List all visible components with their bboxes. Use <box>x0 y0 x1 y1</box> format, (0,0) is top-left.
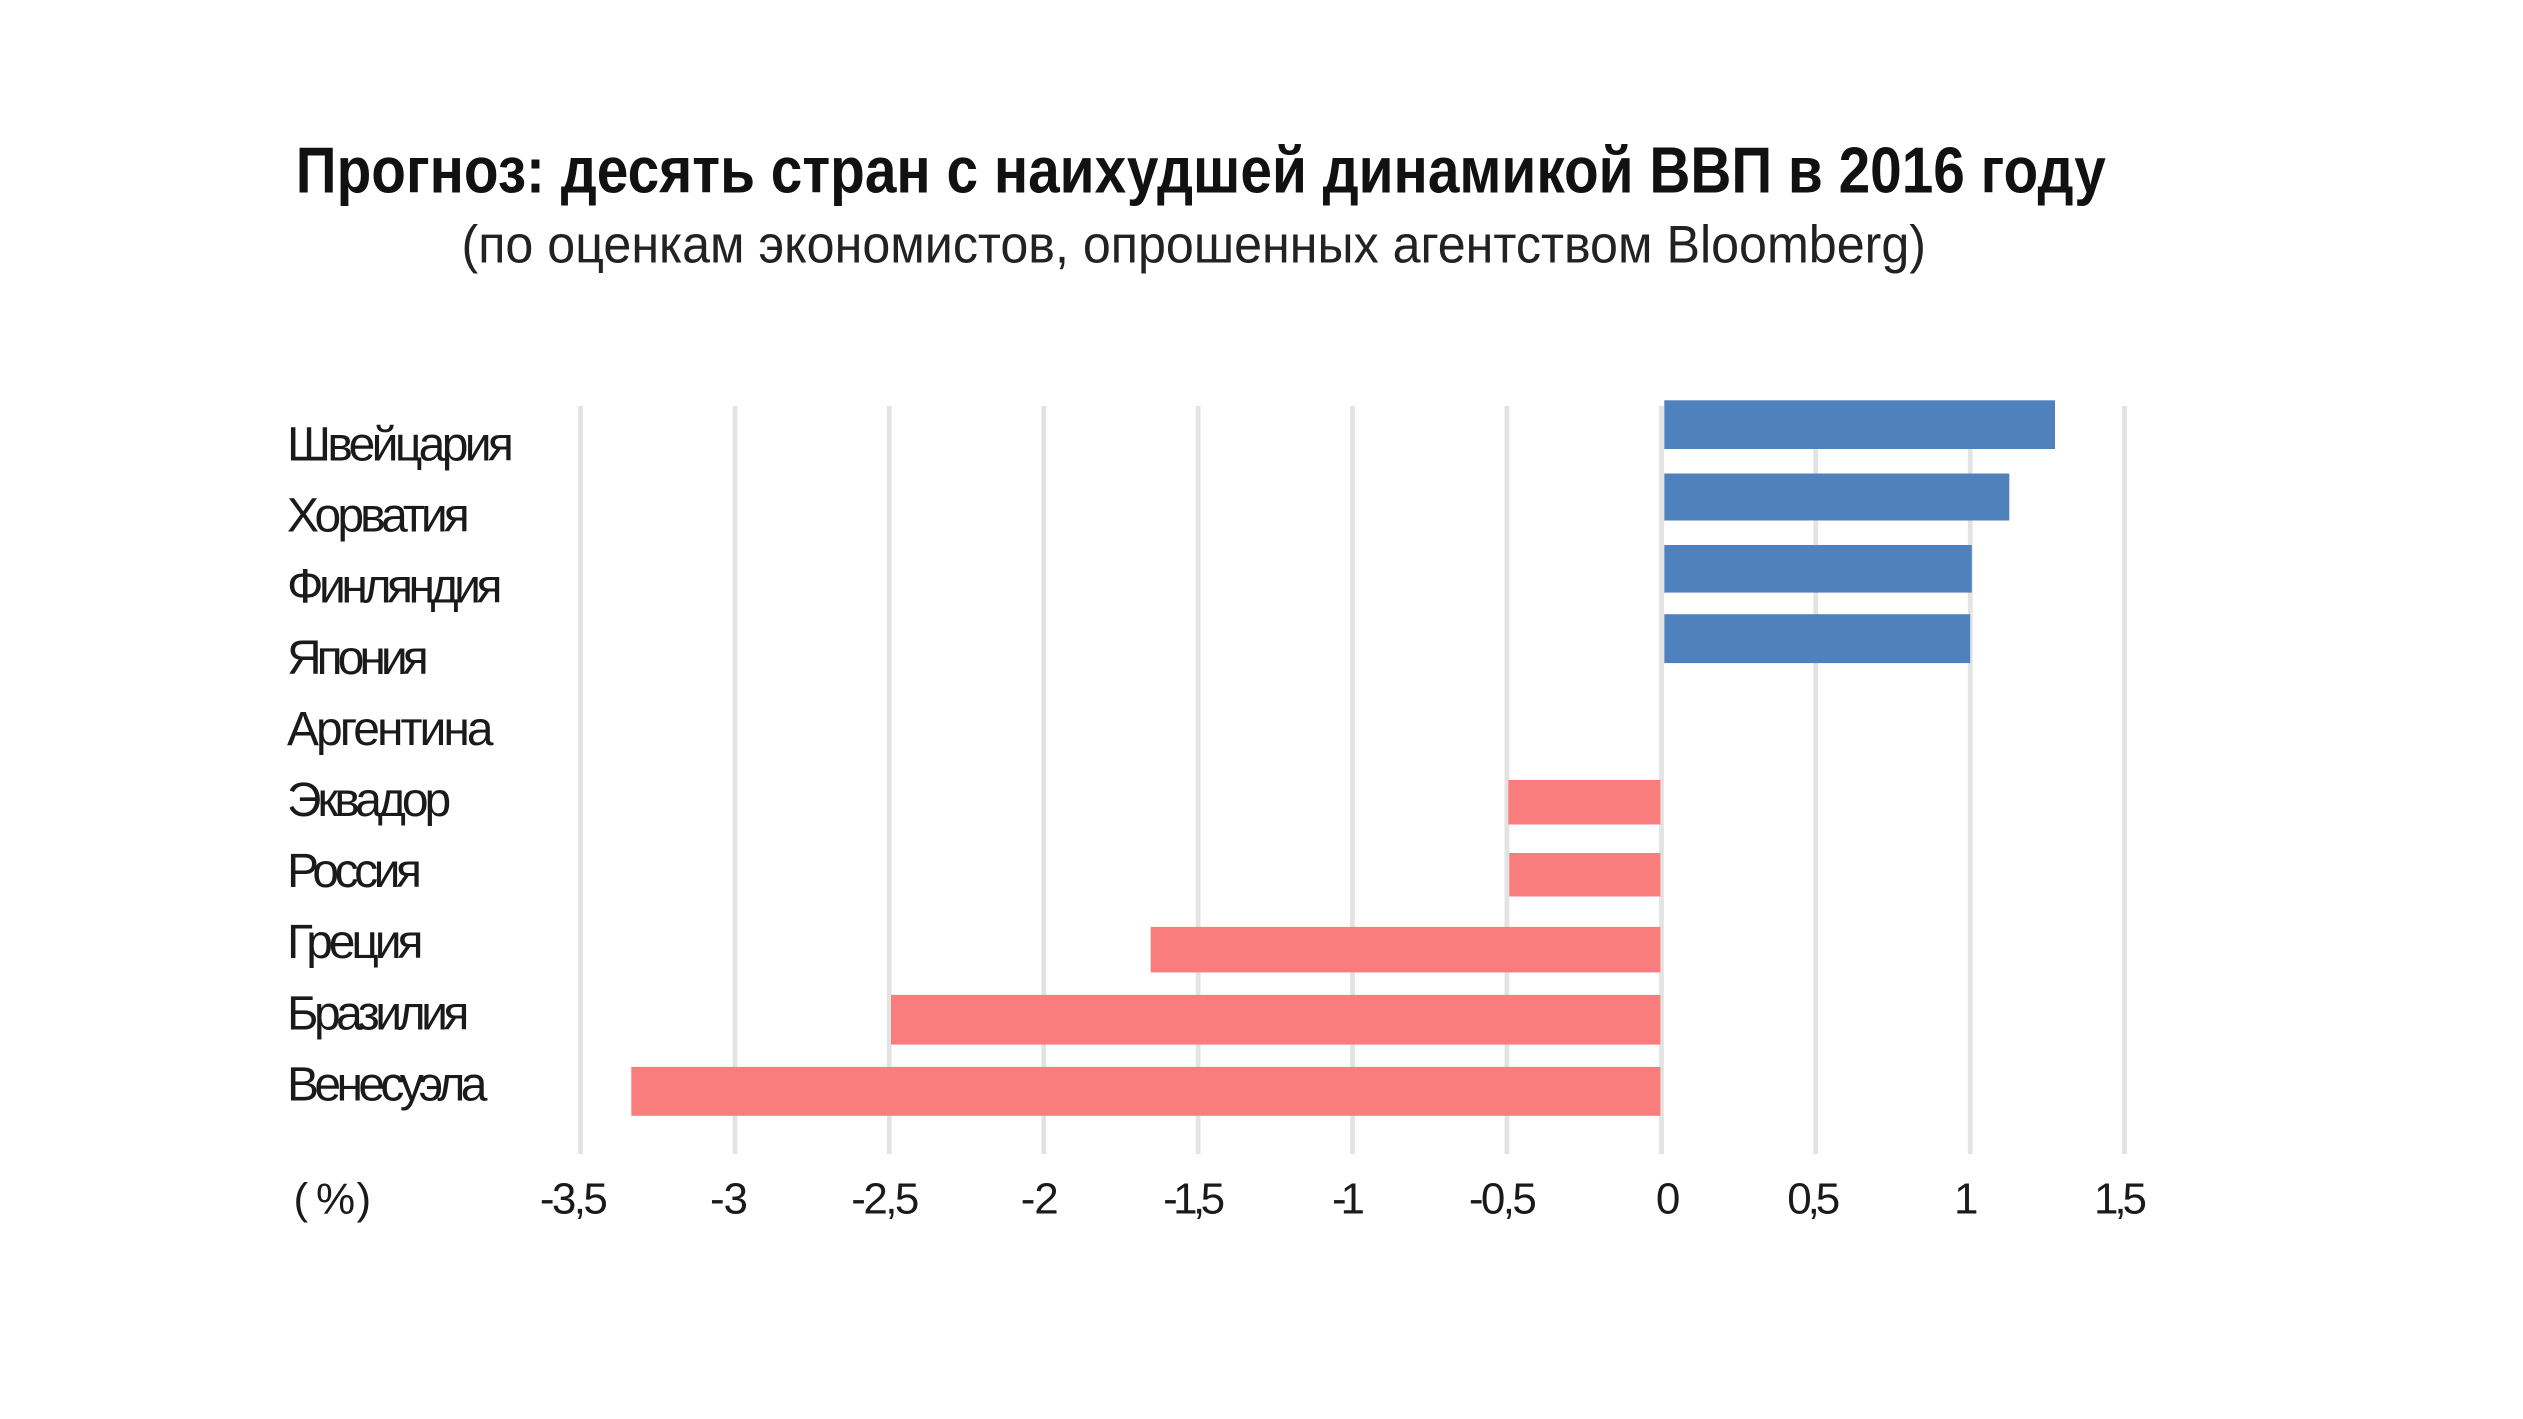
svg-text:0: 0 <box>1656 1175 1680 1224</box>
svg-text:Бразилия: Бразилия <box>287 987 469 1040</box>
svg-text:1: 1 <box>1954 1175 1978 1224</box>
svg-text:Япония: Япония <box>287 632 429 685</box>
svg-text:Россия: Россия <box>287 845 422 898</box>
svg-text:-1,5: -1,5 <box>1163 1175 1225 1224</box>
svg-text:Эквадор: Эквадор <box>287 774 451 827</box>
svg-text:Финляндия: Финляндия <box>287 561 503 614</box>
svg-text:): ) <box>357 1175 372 1224</box>
svg-text:Греция: Греция <box>287 916 424 969</box>
svg-text:-3,5: -3,5 <box>540 1175 608 1224</box>
svg-text:%: % <box>316 1175 355 1224</box>
svg-text:-1: -1 <box>1332 1175 1365 1224</box>
svg-text:Аргентина: Аргентина <box>287 703 494 756</box>
svg-text:1,5: 1,5 <box>2094 1175 2147 1224</box>
svg-text:-2: -2 <box>1021 1175 1059 1224</box>
svg-text:(: ( <box>294 1175 309 1224</box>
svg-text:Венесуэла: Венесуэла <box>287 1058 488 1111</box>
svg-text:Швейцария: Швейцария <box>287 419 514 472</box>
svg-text:(по оценкам экономистов, опрош: (по оценкам экономистов, опрошенных аген… <box>462 216 1927 275</box>
svg-text:-0,5: -0,5 <box>1469 1175 1537 1224</box>
svg-text:-2,5: -2,5 <box>851 1175 919 1224</box>
svg-text:Хорватия: Хорватия <box>287 490 470 543</box>
svg-text:-3: -3 <box>710 1175 748 1224</box>
svg-text:Прогноз: десять стран с наихуд: Прогноз: десять стран с наихудшей динами… <box>296 133 2106 206</box>
svg-text:0,5: 0,5 <box>1787 1175 1840 1224</box>
